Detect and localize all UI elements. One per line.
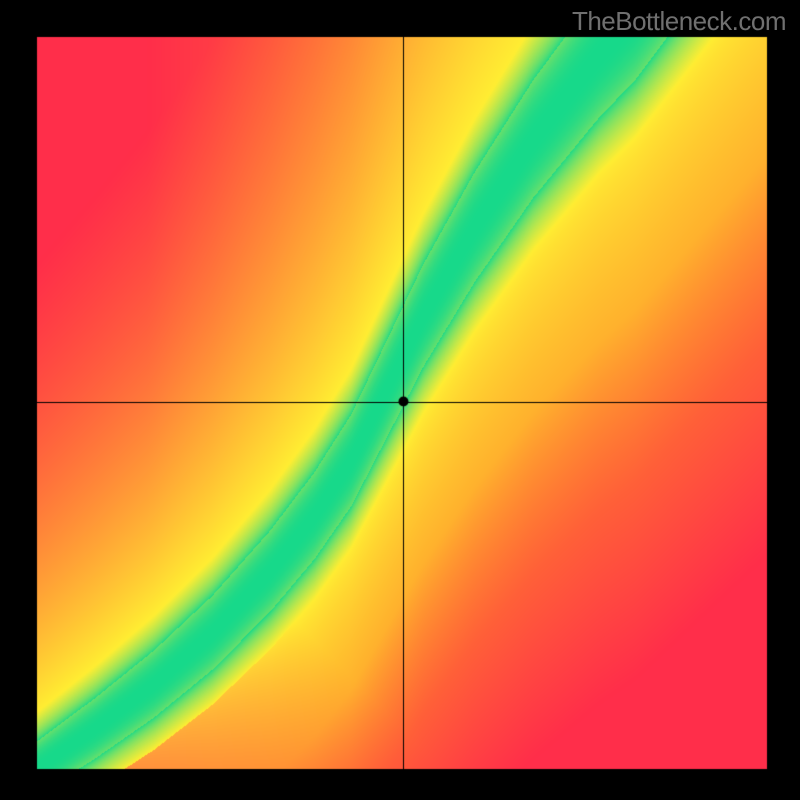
bottleneck-heatmap — [0, 0, 800, 800]
chart-container: TheBottleneck.com — [0, 0, 800, 800]
watermark-text: TheBottleneck.com — [572, 6, 786, 37]
